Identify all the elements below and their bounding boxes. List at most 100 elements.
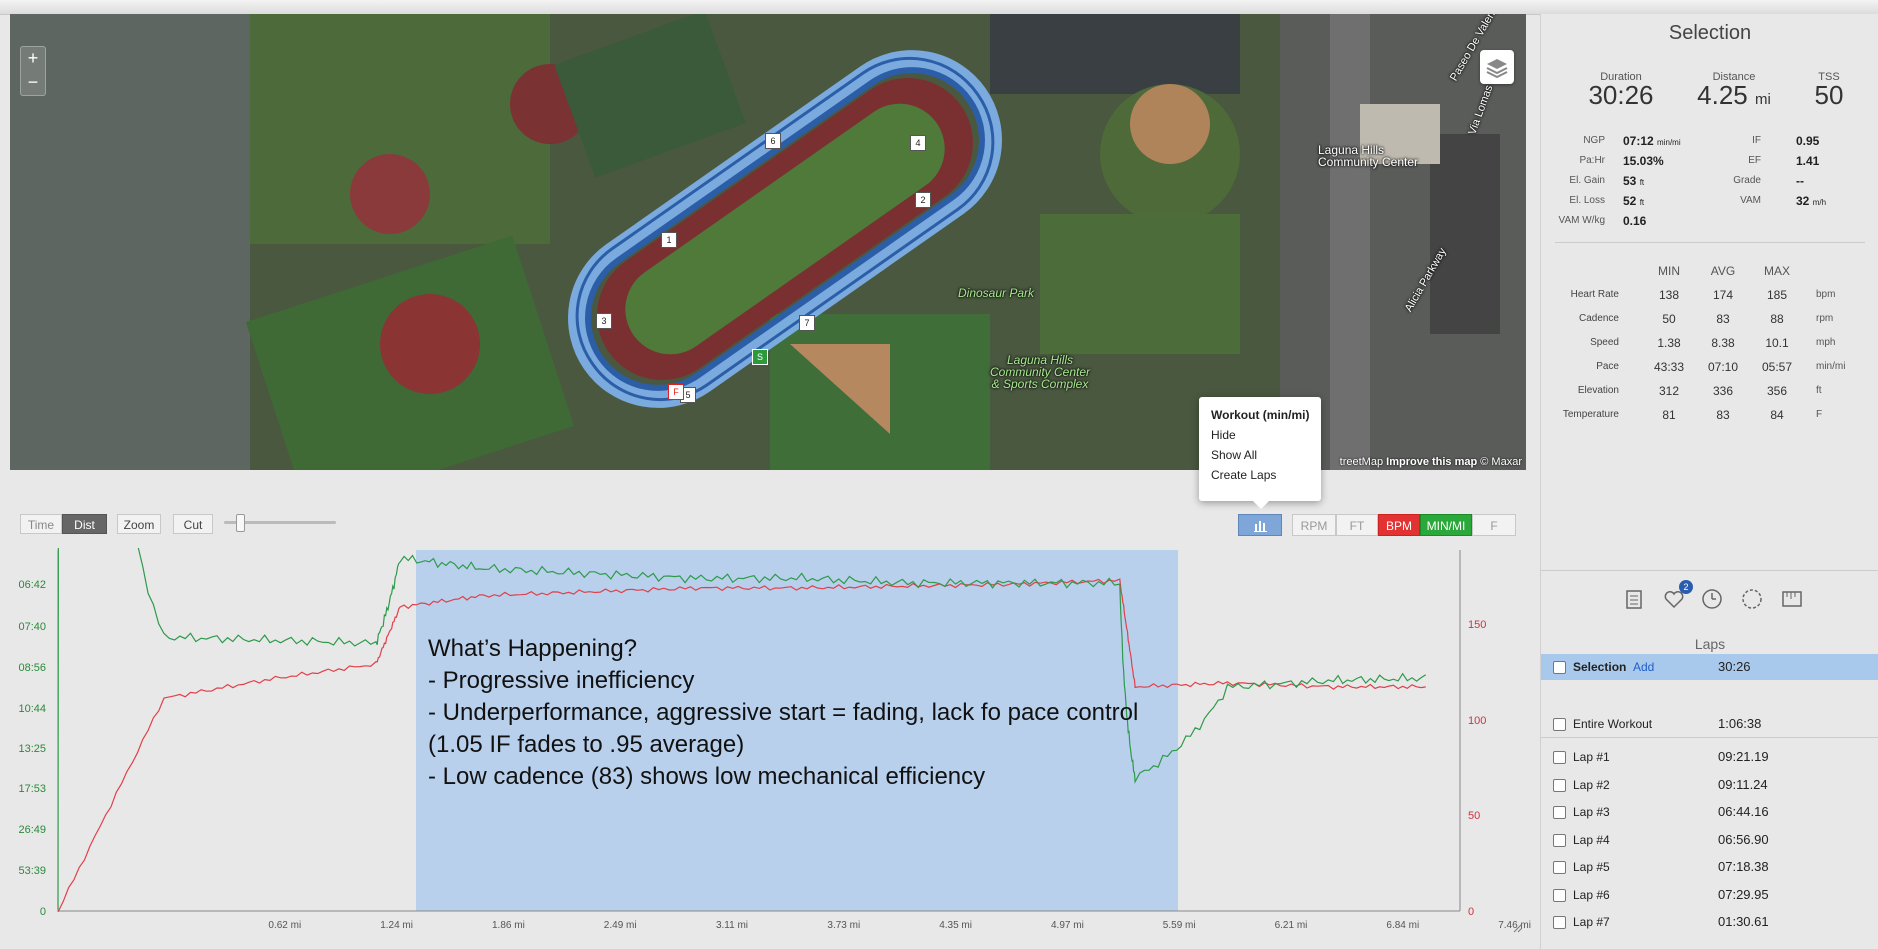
y-left-tick: 13:25 xyxy=(18,743,46,755)
map-label-community-center: Laguna Hills Community Center xyxy=(1318,143,1419,169)
map-layers-button[interactable] xyxy=(1480,50,1514,84)
selection-region[interactable] xyxy=(416,550,1178,911)
stat-row-label: Elevation xyxy=(1577,385,1619,396)
lap-marker[interactable]: 7 xyxy=(799,315,815,331)
annotation-note: What’s Happening? - Progressive ineffici… xyxy=(428,633,1188,793)
bpm-toggle[interactable]: BPM xyxy=(1378,514,1420,536)
lap-circle-icon[interactable] xyxy=(1741,588,1763,610)
note-line: - Underperformance, aggressive start = f… xyxy=(428,699,1139,758)
start-marker[interactable]: S xyxy=(752,349,768,365)
minmi-toggle[interactable]: MIN/MI xyxy=(1420,514,1472,536)
laps-title: Laps xyxy=(1694,636,1726,652)
improve-map-link[interactable]: Improve this map xyxy=(1386,456,1478,468)
metric-value: 53 ft xyxy=(1623,174,1645,188)
lap-row[interactable]: Lap #6 07:29.95 xyxy=(1541,882,1878,908)
time-axis-button[interactable]: Time xyxy=(20,514,62,534)
metric-label: NGP xyxy=(1583,135,1605,146)
lap-checkbox[interactable] xyxy=(1553,861,1566,874)
stat-unit: min/mi xyxy=(1816,361,1846,372)
zoom-in-button[interactable]: + xyxy=(27,48,39,68)
cut-button[interactable]: Cut xyxy=(173,514,213,534)
selection-lap-row[interactable]: Selection Add 30:26 xyxy=(1541,654,1878,680)
stat-row-label: Cadence xyxy=(1578,313,1619,324)
stat-row-label: Speed xyxy=(1590,337,1619,348)
lap-marker[interactable]: 4 xyxy=(910,135,926,151)
x-tick: 4.35 mi xyxy=(939,920,972,931)
metric-value: 1.41 xyxy=(1796,154,1820,168)
x-tick: 3.73 mi xyxy=(827,920,860,931)
lap-marker[interactable]: 5 xyxy=(680,387,696,403)
popup-hide[interactable]: Hide xyxy=(1211,428,1236,442)
stat-min: 1.38 xyxy=(1657,336,1681,350)
zoom-button[interactable]: Zoom xyxy=(117,514,161,534)
lap-checkbox[interactable] xyxy=(1553,916,1566,929)
stat-unit: bpm xyxy=(1816,289,1836,300)
lap-row[interactable]: Lap #3 06:44.16 xyxy=(1541,799,1878,825)
x-tick: 6.84 mi xyxy=(1386,920,1419,931)
metric-value: 0.16 xyxy=(1623,214,1647,228)
x-tick: 2.49 mi xyxy=(604,920,637,931)
lap-row[interactable]: Entire Workout 1:06:38 xyxy=(1541,711,1878,737)
clock-icon[interactable] xyxy=(1701,588,1723,610)
note-line: - Progressive inefficiency xyxy=(428,667,695,694)
lap-checkbox[interactable] xyxy=(1553,661,1566,674)
workout-chart[interactable]: 06:42 07:40 08:56 10:44 13:25 17:53 26:49 53:39… xyxy=(0,548,1540,949)
y-left-tick: 06:42 xyxy=(18,579,46,591)
distance-value: 4.25 mi xyxy=(1697,80,1771,110)
add-lap-link[interactable]: Add xyxy=(1633,660,1655,674)
map-zoom-control[interactable]: + − xyxy=(20,46,46,96)
metric-label: VAM xyxy=(1740,195,1761,206)
dist-axis-button[interactable]: Dist xyxy=(62,514,107,534)
x-tick: 1.86 mi xyxy=(492,920,525,931)
note-line: - Low cadence (83) shows low mechanical … xyxy=(428,763,986,790)
y-left-tick: 07:40 xyxy=(18,621,46,633)
lap-marker[interactable]: 6 xyxy=(765,133,781,149)
route-map[interactable]: + − Dinosaur Park Laguna Hills Community… xyxy=(10,14,1526,470)
stat-max: 05:57 xyxy=(1761,360,1793,374)
lap-checkbox[interactable] xyxy=(1553,718,1566,731)
lap-row[interactable]: Lap #7 01:30.61 xyxy=(1541,909,1878,935)
slider-knob[interactable] xyxy=(236,514,245,532)
notes-icon[interactable] xyxy=(1623,588,1645,610)
y-left-tick: 17:53 xyxy=(18,783,46,795)
stat-min: 138 xyxy=(1658,288,1680,302)
lap-checkbox[interactable] xyxy=(1553,833,1566,847)
stat-max: 10.1 xyxy=(1765,336,1789,350)
stat-min: 312 xyxy=(1658,384,1680,398)
lap-marker[interactable]: 2 xyxy=(915,192,931,208)
popup-create-laps[interactable]: Create Laps xyxy=(1211,468,1277,482)
lap-checkbox[interactable] xyxy=(1553,751,1566,764)
popup-show-all[interactable]: Show All xyxy=(1211,448,1258,462)
metric-value: -- xyxy=(1796,174,1804,188)
stat-avg: 83 xyxy=(1716,312,1730,326)
ruler-icon[interactable] xyxy=(1781,588,1803,610)
lap-row[interactable]: Lap #5 07:18.38 xyxy=(1541,854,1878,880)
rpm-toggle[interactable]: RPM xyxy=(1292,514,1336,536)
finish-marker[interactable]: F xyxy=(668,384,684,400)
f-toggle[interactable]: F xyxy=(1472,514,1516,536)
resize-handle-icon[interactable] xyxy=(1513,923,1523,933)
zoom-slider[interactable] xyxy=(224,514,336,532)
col-header-min: MIN xyxy=(1658,264,1680,278)
lap-checkbox[interactable] xyxy=(1553,778,1566,792)
heart-icon[interactable] xyxy=(1663,588,1685,610)
lap-row[interactable]: Lap #2 09:11.24 xyxy=(1541,772,1878,798)
lap-checkbox[interactable] xyxy=(1553,888,1566,902)
y-right-tick: 150 xyxy=(1468,619,1486,631)
metric-value: 52 ft xyxy=(1623,194,1645,208)
lap-row[interactable]: Lap #4 06:56.90 xyxy=(1541,827,1878,853)
pace-line xyxy=(57,548,1427,910)
x-tick: 6.21 mi xyxy=(1275,920,1308,931)
stat-max: 88 xyxy=(1770,312,1784,326)
stat-max: 185 xyxy=(1766,288,1788,302)
metric-value: 0.95 xyxy=(1796,134,1820,148)
chart-series-button[interactable] xyxy=(1238,514,1282,536)
lap-marker[interactable]: 1 xyxy=(661,232,677,248)
ft-toggle[interactable]: FT xyxy=(1336,514,1378,536)
y-left-tick: 26:49 xyxy=(18,824,46,836)
map-label-dinosaur-park: Dinosaur Park xyxy=(958,286,1035,300)
lap-row[interactable]: Lap #1 09:21.19 xyxy=(1541,744,1878,770)
zoom-out-button[interactable]: − xyxy=(27,72,39,92)
lap-checkbox[interactable] xyxy=(1553,806,1566,819)
lap-marker[interactable]: 3 xyxy=(596,313,612,329)
